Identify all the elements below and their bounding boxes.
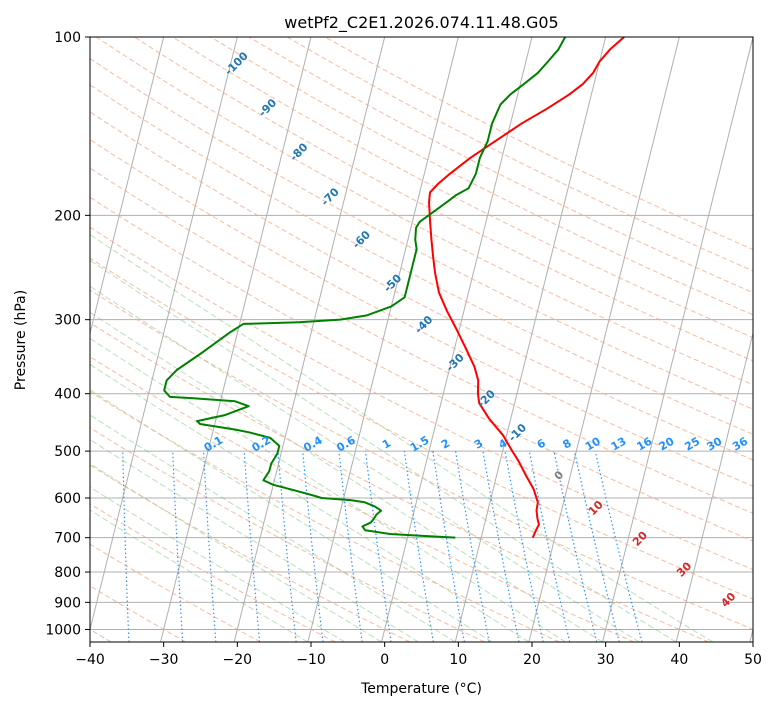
mixing-ratio-line xyxy=(553,450,598,642)
x-tick-label: 40 xyxy=(670,652,688,668)
plot-frame xyxy=(89,36,754,643)
grid-layer xyxy=(90,37,753,642)
dry-adiabat-line xyxy=(134,37,753,362)
isotherm-line xyxy=(381,37,533,642)
isotherm-line xyxy=(233,37,386,642)
y-tick-label: 600 xyxy=(54,491,81,507)
mixing-ratio-line xyxy=(302,451,324,642)
moist-adiabat-line xyxy=(90,463,382,642)
dry-adiabat-line xyxy=(90,257,753,600)
dry-adiabat-line xyxy=(95,37,753,386)
y-tick-label: 400 xyxy=(54,387,81,403)
mixing-ratio-lines xyxy=(122,450,643,642)
isotherm-line xyxy=(90,37,165,336)
mixing-ratio-line xyxy=(364,451,392,642)
x-axis-title: Temperature (°C) xyxy=(360,681,482,697)
moist-adiabat-line xyxy=(90,389,493,642)
y-tick-label: 500 xyxy=(54,444,81,460)
dry-adiabat-line xyxy=(90,84,753,435)
moist-adiabat-line xyxy=(90,259,677,642)
x-tick-label: 20 xyxy=(523,652,541,668)
x-tick-label: 0 xyxy=(380,652,389,668)
dewpoint-profile-line xyxy=(163,37,567,539)
dry-adiabat-line xyxy=(324,37,753,251)
dry-adiabat-line xyxy=(90,226,753,571)
x-tick-label: −30 xyxy=(149,652,179,668)
x-tick-label: 30 xyxy=(597,652,615,668)
x-tick-label: −40 xyxy=(75,652,105,668)
y-tick-label: 300 xyxy=(54,313,81,329)
mixing-ratio-line xyxy=(482,451,520,642)
dry-adiabat-line xyxy=(90,57,753,410)
moist-adiabat-line xyxy=(90,285,640,642)
isotherm-line xyxy=(454,37,607,642)
y-tick-label: 1000 xyxy=(45,622,81,638)
temperature-profile-line xyxy=(428,37,625,539)
chart-title: wetPf2_C2E1.2026.074.11.48.G05 xyxy=(284,13,558,33)
mixing-ratio-line xyxy=(338,451,363,642)
moist-adiabat-line xyxy=(90,509,309,642)
mixing-ratio-line xyxy=(403,451,434,642)
isotherm-line xyxy=(90,37,238,632)
y-tick-label: 700 xyxy=(54,531,81,547)
dry-adiabat-line xyxy=(248,37,753,294)
isotherm-line xyxy=(602,37,753,642)
mixing-ratio-line xyxy=(504,451,544,642)
mixing-ratio-line xyxy=(573,450,620,642)
y-tick-label: 900 xyxy=(54,595,81,611)
x-tick-label: −20 xyxy=(223,652,253,668)
y-tick-label: 200 xyxy=(54,208,81,224)
y-tick-label: 100 xyxy=(54,30,81,46)
dry-adiabat-line xyxy=(90,464,411,642)
dry-adiabat-line xyxy=(90,111,753,461)
mixing-ratio-line xyxy=(432,451,465,642)
isotherm-line xyxy=(160,37,312,642)
mixing-ratio-line xyxy=(528,450,571,642)
moist-adiabat-line xyxy=(90,486,345,642)
sounding-series xyxy=(163,37,625,539)
dry-adiabats xyxy=(90,37,753,642)
dry-adiabat-line xyxy=(90,322,709,642)
axes: −40 −30 −20 −10 0 10 20 30 40 50 100 200 300 400 500 60… xyxy=(45,30,762,668)
isotherm-line xyxy=(675,331,753,642)
mixing-ratio-line xyxy=(594,450,643,642)
dry-adiabat-line xyxy=(90,503,336,642)
isotherm-line xyxy=(528,37,680,642)
dry-adiabat-line xyxy=(90,167,753,514)
x-tick-label: 10 xyxy=(449,652,467,668)
x-tick-label: −10 xyxy=(296,652,326,668)
dry-adiabat-line xyxy=(90,289,753,630)
y-tick-label: 800 xyxy=(54,565,81,581)
mixing-ratio-line xyxy=(455,451,490,642)
y-axis-title: Pressure (hPa) xyxy=(13,290,29,390)
dry-adiabat-line xyxy=(286,37,753,272)
x-tick-label: 50 xyxy=(744,652,762,668)
moist-adiabat-line xyxy=(90,233,714,642)
dry-adiabat-line xyxy=(172,37,753,339)
